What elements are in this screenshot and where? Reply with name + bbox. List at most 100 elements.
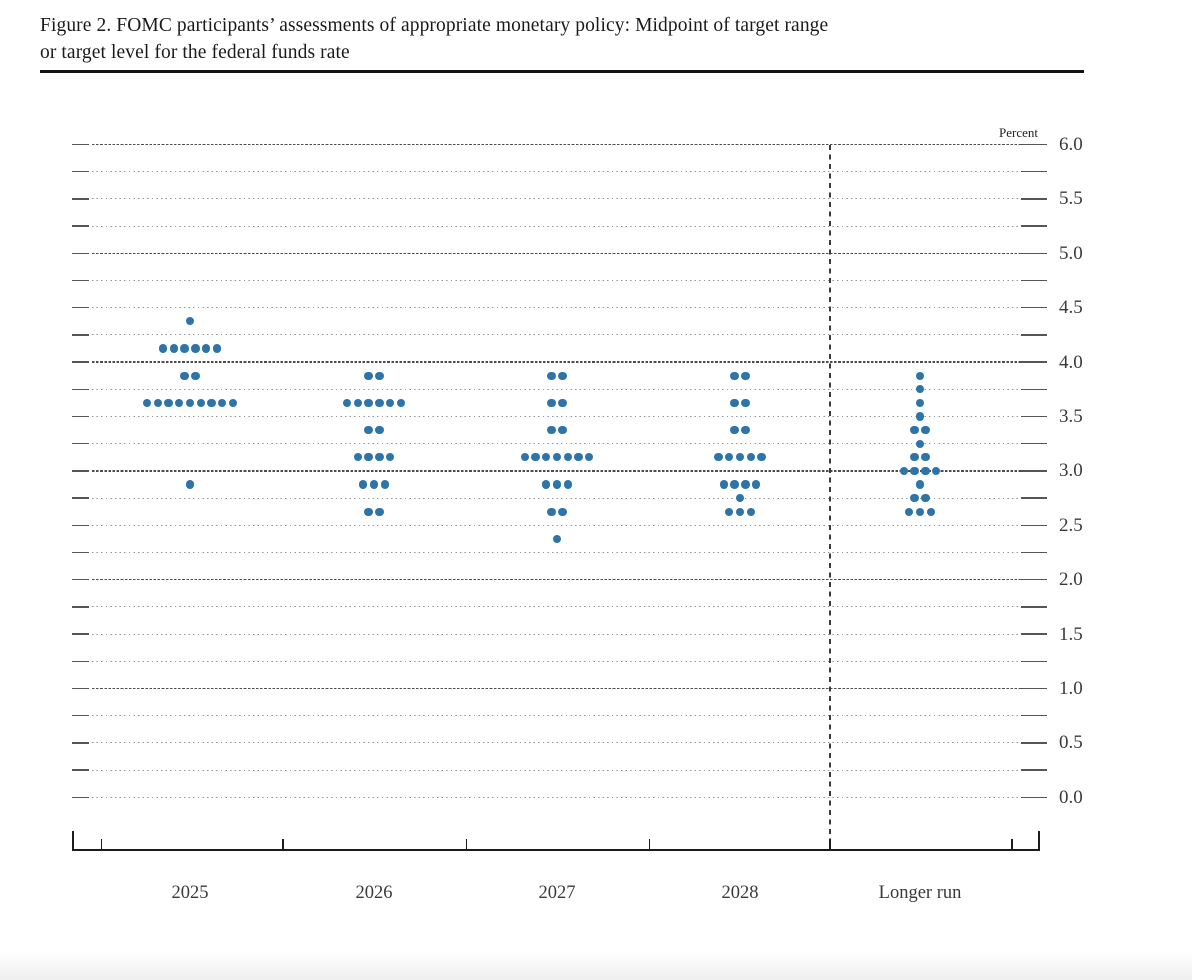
y-tick-left [72, 742, 89, 744]
projection-dot [353, 398, 363, 408]
gridline [92, 334, 1040, 336]
projection-dot [217, 398, 227, 408]
projection-dot [520, 453, 530, 462]
projection-dot [725, 507, 734, 516]
projection-dot [196, 398, 205, 408]
y-tick-left [72, 143, 89, 146]
projection-dot [552, 480, 562, 489]
projection-dot [921, 493, 930, 503]
projection-dot [375, 371, 384, 380]
y-tick-left [72, 769, 89, 771]
gridline [92, 524, 1040, 526]
gridline [92, 198, 1040, 200]
gridline [92, 470, 1040, 472]
projection-dot [730, 480, 739, 489]
title-rule [40, 70, 1084, 73]
y-tick-left [72, 660, 89, 663]
y-tick-left [72, 442, 89, 445]
projection-dot [547, 398, 556, 408]
y-tick-right [1021, 660, 1047, 662]
gridline [92, 171, 1040, 173]
gridline [92, 225, 1040, 227]
page-bottom-shadow [0, 952, 1192, 980]
projection-dot [730, 371, 739, 380]
y-axis-label: 2.0 [1059, 569, 1083, 591]
y-tick-right [1021, 769, 1047, 771]
y-axis-label: 4.5 [1059, 297, 1083, 319]
projection-dot [563, 480, 572, 489]
projection-dot [741, 371, 750, 380]
y-tick-left [72, 306, 89, 309]
y-tick-left [72, 415, 89, 418]
projection-dot [364, 425, 373, 435]
y-tick-right [1021, 252, 1047, 254]
projection-dot [207, 398, 216, 408]
projection-dot [364, 398, 373, 408]
projection-dot [910, 425, 919, 435]
y-tick-right [1021, 687, 1047, 690]
gridline [92, 361, 1040, 363]
projection-dot [931, 466, 941, 476]
y-tick-right [1021, 497, 1047, 499]
figure-title-line2: or target level for the federal funds ra… [40, 41, 350, 63]
y-tick-left [72, 524, 89, 527]
y-tick-right [1021, 715, 1047, 717]
gridline [92, 252, 1040, 254]
projection-dot [359, 480, 368, 489]
x-axis-tick [465, 839, 468, 849]
projection-dot [746, 453, 755, 462]
projection-dot [751, 480, 761, 489]
x-axis-tick [1011, 839, 1013, 849]
projection-dot [558, 398, 567, 408]
y-tick-right [1021, 443, 1047, 445]
y-axis-label: 0.0 [1059, 786, 1083, 808]
y-axis-label: 3.0 [1059, 460, 1083, 482]
projection-dot [191, 344, 200, 353]
gridline [92, 579, 1040, 581]
projection-dot [926, 507, 935, 516]
y-tick-right [1021, 633, 1047, 635]
projection-dot [921, 425, 930, 435]
y-tick-right [1021, 307, 1047, 309]
projection-dot [552, 453, 562, 462]
y-tick-left [72, 606, 89, 608]
projection-dot [143, 398, 152, 408]
y-tick-right [1021, 361, 1047, 363]
y-tick-right [1021, 225, 1047, 227]
gridline [92, 307, 1040, 309]
projection-dot [201, 344, 211, 353]
y-axis-label: 2.5 [1059, 514, 1083, 536]
projection-dot [369, 480, 379, 489]
y-tick-left [72, 633, 89, 635]
y-tick-right [1021, 171, 1047, 173]
projection-dot [164, 398, 173, 408]
y-axis-label: 1.0 [1059, 678, 1083, 699]
y-tick-right [1021, 796, 1047, 798]
gridline [92, 633, 1040, 635]
projection-dot [547, 507, 556, 516]
x-axis-tick [282, 839, 284, 849]
projection-dot [185, 480, 195, 489]
y-axis-label: 3.5 [1059, 406, 1083, 427]
projection-dot [385, 453, 395, 462]
y-tick-left [72, 388, 89, 391]
x-axis-label: 2025 [171, 883, 209, 903]
projection-dot [910, 493, 919, 503]
projection-dot [915, 398, 925, 408]
axis-unit-label: Percent [999, 125, 1038, 140]
gridline [92, 497, 1040, 499]
projection-dot [375, 507, 384, 516]
projection-dot [899, 466, 909, 476]
y-tick-left [72, 198, 89, 200]
gridline [92, 143, 1040, 146]
gridline [92, 742, 1040, 744]
y-tick-right [1021, 524, 1047, 526]
gridline [92, 687, 1040, 690]
gridline [92, 796, 1040, 798]
projection-dot [921, 466, 930, 476]
projection-dot [915, 412, 925, 421]
projection-dot [542, 480, 551, 489]
projection-dot [757, 453, 766, 462]
projection-dot [746, 507, 755, 516]
